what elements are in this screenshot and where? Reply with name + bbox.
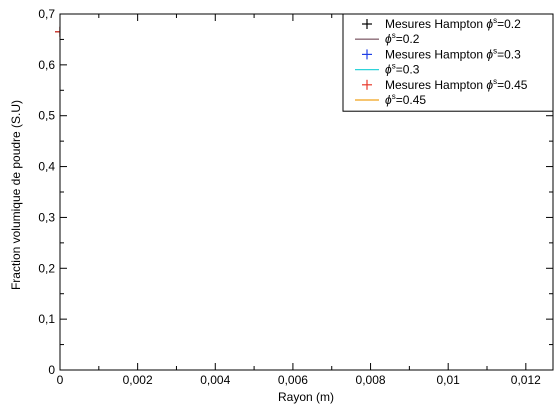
y-tick-label: 0,2 — [38, 261, 55, 275]
legend-phi-sup: s — [493, 77, 497, 86]
x-tick-label: 0,01 — [437, 373, 461, 387]
y-tick-label: 0,7 — [38, 7, 55, 21]
legend-label: Mesures Hampton ϕs=0.3 — [385, 46, 521, 61]
legend-box — [342, 13, 554, 112]
legend-phi: ϕ — [385, 32, 392, 46]
legend-name: Mesures Hampton — [385, 17, 486, 31]
legend-swatch-marker — [362, 49, 372, 60]
legend-label: Mesures Hampton ϕs=0.2 — [385, 16, 521, 31]
y-tick-label: 0,5 — [38, 109, 55, 123]
legend-phi: ϕ — [486, 17, 493, 31]
legend-phi: ϕ — [486, 47, 493, 61]
legend-phi-sup: s — [392, 62, 396, 71]
y-tick-label: 0,1 — [38, 312, 55, 326]
legend-phi-sup: s — [392, 31, 396, 40]
legend-label: Mesures Hampton ϕs=0.45 — [385, 77, 528, 92]
x-tick-label: 0,008 — [356, 373, 386, 387]
legend-name: Mesures Hampton — [385, 78, 486, 92]
legend-phi-sup: s — [493, 16, 497, 25]
legend-phi-value: =0.45 — [497, 78, 528, 92]
y-axis-title: Fraction volumique de poudre (S.U) — [9, 100, 23, 290]
x-tick-label: 0,002 — [123, 373, 153, 387]
legend-swatch-marker — [362, 19, 372, 29]
legend-phi: ϕ — [486, 78, 493, 92]
legend-label: ϕs=0.3 — [385, 62, 420, 77]
y-tick-label: 0 — [48, 363, 55, 377]
x-tick-label: 0 — [57, 373, 64, 387]
legend-phi: ϕ — [385, 93, 392, 107]
x-tick-label: 0,004 — [200, 373, 230, 387]
legend-phi-value: =0.2 — [497, 17, 521, 31]
legend-phi-value: =0.3 — [497, 47, 521, 61]
legend-phi-value: =0.45 — [396, 93, 427, 107]
legend-phi-sup: s — [493, 46, 497, 55]
x-tick-label: 0,006 — [278, 373, 308, 387]
y-tick-label: 0,6 — [38, 58, 55, 72]
y-tick-label: 0,3 — [38, 210, 55, 224]
legend-label: ϕs=0.45 — [385, 92, 426, 107]
legend-swatch-marker — [362, 79, 372, 90]
legend-label: ϕs=0.2 — [385, 31, 420, 46]
legend-phi: ϕ — [385, 63, 392, 77]
x-axis-title: Rayon (m) — [278, 390, 334, 404]
legend-phi-value: =0.3 — [396, 63, 420, 77]
legend-name: Mesures Hampton — [385, 47, 486, 61]
x-tick-label: 0,012 — [511, 373, 541, 387]
legend-phi-sup: s — [392, 92, 396, 101]
y-tick-label: 0,4 — [38, 160, 55, 174]
legend-phi-value: =0.2 — [396, 32, 420, 46]
